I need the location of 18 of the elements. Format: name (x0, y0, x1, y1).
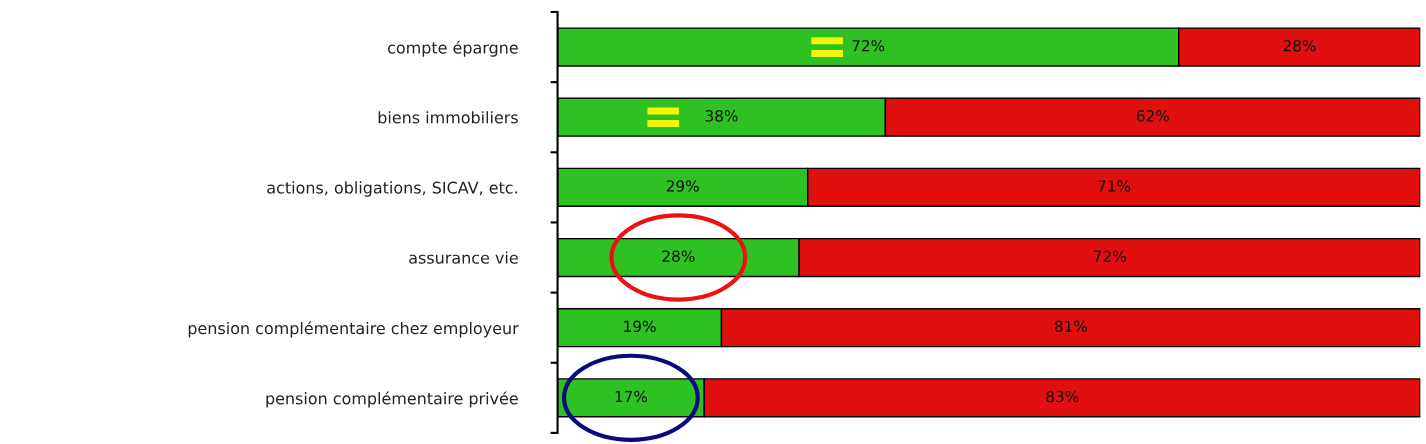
data-label: 62% (1136, 110, 1169, 122)
y-tick-label: actions, obligations, SICAV, etc. (267, 181, 517, 197)
data-label: 71% (1098, 180, 1131, 192)
y-tick-label: biens immobiliers (378, 111, 518, 124)
data-label: 38% (705, 110, 738, 122)
data-label: 29% (666, 180, 699, 192)
data-label: 28% (1283, 39, 1316, 52)
y-tick-label: compte épargne (388, 40, 518, 57)
data-label: 19% (624, 320, 656, 333)
data-label: 72% (852, 39, 885, 52)
y-tick-label: pension complémentaire chez employeur (188, 321, 519, 338)
data-label: 17% (615, 390, 648, 403)
data-label: 72% (1093, 250, 1126, 262)
y-tick-label: assurance vie (409, 251, 518, 264)
data-label: 28% (662, 250, 695, 262)
data-label: 83% (1046, 390, 1079, 403)
y-tick-label: pension complémentaire privée (266, 391, 518, 408)
data-label: 81% (1054, 320, 1088, 333)
